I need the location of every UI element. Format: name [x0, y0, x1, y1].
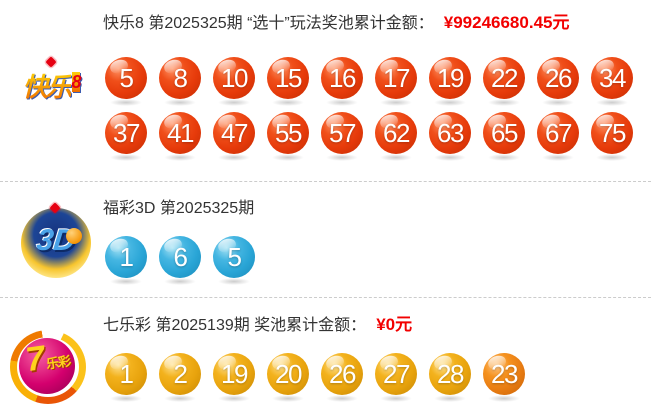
kuaile8-row1-balls: 5 8 10 15 16 17 19 22 26 34 — [105, 57, 633, 106]
lottery-ball: 8 — [159, 57, 201, 106]
fucai3d-logo-text: 3D — [35, 224, 77, 257]
fucai3d-logo-ball-icon — [66, 228, 82, 244]
lottery-ball: 67 — [537, 112, 579, 161]
lottery-ball: 19 — [429, 57, 471, 106]
lottery-ball: 28 — [429, 353, 471, 402]
lottery-ball: 26 — [537, 57, 579, 106]
fucai3d-logo-circle — [21, 208, 91, 278]
lottery-ball: 19 — [213, 353, 255, 402]
kuaile8-logo-eight: 8 — [71, 72, 82, 92]
lottery-ball: 34 — [591, 57, 633, 106]
lottery-ball: 75 — [591, 112, 633, 161]
fucai3d-title-text: 福彩3D 第2025325期 — [103, 200, 255, 217]
kuaile8-jackpot-amount: ¥99246680.45元 — [443, 13, 570, 32]
fucai3d-draw-title: 福彩3D 第2025325期 — [103, 194, 254, 218]
kuaile8-row2-balls: 37 41 47 55 57 62 63 65 67 75 — [105, 112, 633, 161]
section-qilecai: 七乐彩 第2025139期 奖池累计金额： ¥0元 1 2 19 20 26 27 28 23 — [0, 297, 651, 411]
lottery-ball: 22 — [483, 57, 525, 106]
lottery-ball: 65 — [483, 112, 525, 161]
kuaile8-logo-text: 快乐 — [22, 72, 72, 102]
kuaile8-draw-title: 快乐8 第2025325期 “选十”玩法奖池累计金额： ¥99246680.45元 — [103, 8, 569, 33]
lottery-ball: 10 — [213, 57, 255, 106]
lottery-ball: 17 — [375, 57, 417, 106]
lottery-ball: 62 — [375, 112, 417, 161]
lottery-ball: 20 — [267, 353, 309, 402]
qilecai-special-ball: 23 — [483, 353, 525, 402]
lottery-ball: 5 — [213, 236, 255, 285]
kuaile8-title-text: 快乐8 第2025325期 “选十”玩法奖池累计金额： — [103, 15, 434, 32]
section-kuaile8: 快乐8 第2025325期 “选十”玩法奖池累计金额： ¥99246680.45元… — [0, 0, 651, 181]
lottery-ball: 27 — [375, 353, 417, 402]
lottery-ball: 1 — [105, 236, 147, 285]
lottery-ball: 26 — [321, 353, 363, 402]
lottery-ball: 41 — [159, 112, 201, 161]
lottery-ball: 15 — [267, 57, 309, 106]
lottery-ball: 63 — [429, 112, 471, 161]
kuaile8-logo: 快乐8 — [6, 56, 96, 120]
qilecai-balls: 1 2 19 20 26 27 28 23 — [105, 353, 525, 402]
lottery-ball: 47 — [213, 112, 255, 161]
lottery-ball: 6 — [159, 236, 201, 285]
china-knot-icon — [45, 56, 57, 68]
lottery-ball: 55 — [267, 112, 309, 161]
lottery-ball: 37 — [105, 112, 147, 161]
qilecai-logo: 7 乐彩 — [8, 328, 92, 406]
qilecai-logo-lecai: 乐彩 — [45, 353, 72, 372]
lottery-ball: 2 — [159, 353, 201, 402]
qilecai-logo-circle — [19, 338, 75, 394]
lottery-ball: 1 — [105, 353, 147, 402]
qilecai-jackpot-amount: ¥0元 — [376, 315, 413, 334]
fucai3d-logo: 3D — [20, 202, 92, 278]
qilecai-draw-title: 七乐彩 第2025139期 奖池累计金额： ¥0元 — [103, 310, 412, 335]
lottery-ball: 57 — [321, 112, 363, 161]
lottery-ball: 16 — [321, 57, 363, 106]
qilecai-title-text: 七乐彩 第2025139期 奖池累计金额： — [103, 317, 367, 334]
lottery-ball: 5 — [105, 57, 147, 106]
